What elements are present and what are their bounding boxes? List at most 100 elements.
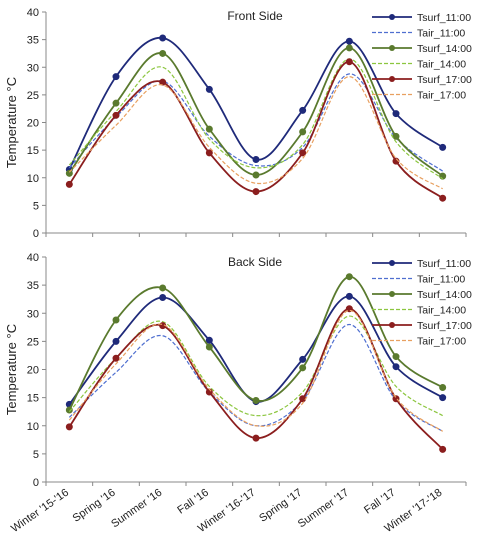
legend-marker xyxy=(389,14,395,20)
y-tick-label: 25 xyxy=(27,336,39,348)
series-tsurf-17-00 xyxy=(65,305,447,453)
data-point xyxy=(299,149,307,157)
chart-title: Back Side xyxy=(228,255,282,269)
data-point xyxy=(205,85,213,93)
y-tick-label: 20 xyxy=(27,118,39,130)
data-point xyxy=(439,394,447,402)
legend-label: Tsurf_17:00 xyxy=(417,320,472,332)
y-tick-label: 25 xyxy=(27,90,39,102)
legend-label: Tsurf_17:00 xyxy=(417,74,472,86)
data-point xyxy=(65,180,73,188)
series-tsurf-14-00 xyxy=(65,273,447,414)
data-point xyxy=(112,73,120,81)
y-tick-label: 5 xyxy=(33,449,39,461)
series-tsurf-11-00 xyxy=(65,34,447,173)
x-tick-label: Fall '17 xyxy=(362,487,398,517)
series-tsurf-14-00 xyxy=(65,44,447,180)
data-point xyxy=(392,363,400,371)
legend-label: Tsurf_11:00 xyxy=(417,258,471,270)
data-point xyxy=(392,353,400,361)
data-point xyxy=(205,336,213,344)
y-tick-label: 35 xyxy=(27,35,39,47)
y-tick-label: 15 xyxy=(27,393,39,405)
data-point xyxy=(252,171,260,179)
data-point xyxy=(345,273,353,281)
data-point xyxy=(205,149,213,157)
legend-label: Tair_17:00 xyxy=(417,336,466,348)
y-tick-label: 10 xyxy=(27,421,39,433)
data-point xyxy=(299,395,307,403)
data-point xyxy=(299,355,307,363)
series-tair-11-00 xyxy=(68,73,444,172)
y-tick-label: 20 xyxy=(27,365,39,377)
y-tick-label: 5 xyxy=(33,200,39,212)
data-point xyxy=(345,44,353,52)
data-point xyxy=(252,434,260,442)
legend-label: Tsurf_14:00 xyxy=(417,289,472,301)
x-tick-label: Summer '16 xyxy=(109,487,164,531)
data-point xyxy=(439,194,447,202)
y-tick-label: 30 xyxy=(27,308,39,320)
x-tick-label: Summer '17 xyxy=(296,487,351,531)
series-line xyxy=(68,73,444,172)
x-tick-label: Fall '16 xyxy=(175,487,211,517)
y-tick-label: 30 xyxy=(27,62,39,74)
legend-label: Tsurf_14:00 xyxy=(417,43,472,55)
data-point xyxy=(159,78,167,86)
data-point xyxy=(112,111,120,119)
series-tsurf-17-00 xyxy=(65,58,447,202)
data-point xyxy=(439,445,447,453)
y-tick-label: 0 xyxy=(33,477,39,489)
data-point xyxy=(392,132,400,140)
series-tair-14-00 xyxy=(68,58,444,180)
y-tick-label: 40 xyxy=(27,252,39,264)
data-point xyxy=(159,34,167,42)
data-point xyxy=(252,396,260,404)
y-axis-title: Temperature °C xyxy=(4,77,19,168)
series-line xyxy=(68,295,444,405)
series-tair-17-00 xyxy=(68,309,444,432)
y-tick-label: 10 xyxy=(27,173,39,185)
legend-label: Tair_11:00 xyxy=(417,274,465,286)
legend-label: Tair_14:00 xyxy=(417,305,466,317)
data-point xyxy=(345,292,353,300)
data-point xyxy=(205,125,213,133)
data-point xyxy=(439,384,447,391)
data-point xyxy=(65,423,73,431)
data-point xyxy=(65,406,73,414)
legend: Tsurf_11:00 Tair_11:00 Tsurf_14:00 Tair_14:… xyxy=(372,12,472,102)
series-line xyxy=(68,309,444,432)
y-tick-label: 35 xyxy=(27,280,39,292)
legend-label: Tair_14:00 xyxy=(417,59,466,71)
y-axis-title: Temperature °C xyxy=(4,324,19,415)
data-point xyxy=(159,49,167,57)
y-tick-label: 0 xyxy=(33,228,39,240)
data-point xyxy=(112,354,120,362)
legend: Tsurf_11:00 Tair_11:00 Tsurf_14:00 Tair_14:… xyxy=(372,258,472,348)
data-point xyxy=(112,316,120,324)
chart-panel-front: 0 5 10 15 20 25 30 35 40 Temperature °C Front Side… xyxy=(4,7,472,240)
data-point xyxy=(299,364,307,372)
legend-marker xyxy=(389,260,395,266)
data-point xyxy=(299,106,307,114)
data-point xyxy=(345,37,353,45)
legend-label: Tsurf_11:00 xyxy=(417,12,471,24)
y-tick-label: 15 xyxy=(27,145,39,157)
legend-label: Tair_11:00 xyxy=(417,28,465,40)
data-point xyxy=(112,337,120,345)
data-point xyxy=(299,128,307,136)
legend-marker xyxy=(389,291,395,297)
data-point xyxy=(159,284,167,292)
series-line xyxy=(68,275,444,411)
legend-marker xyxy=(389,76,395,82)
data-point xyxy=(345,58,353,66)
data-point xyxy=(112,99,120,107)
data-point xyxy=(252,188,260,196)
data-point xyxy=(159,294,167,301)
legend-label: Tair_17:00 xyxy=(417,90,466,102)
x-tick-label: Winter '15-'16 xyxy=(9,487,71,535)
data-point xyxy=(65,169,73,177)
series-line xyxy=(68,58,444,180)
